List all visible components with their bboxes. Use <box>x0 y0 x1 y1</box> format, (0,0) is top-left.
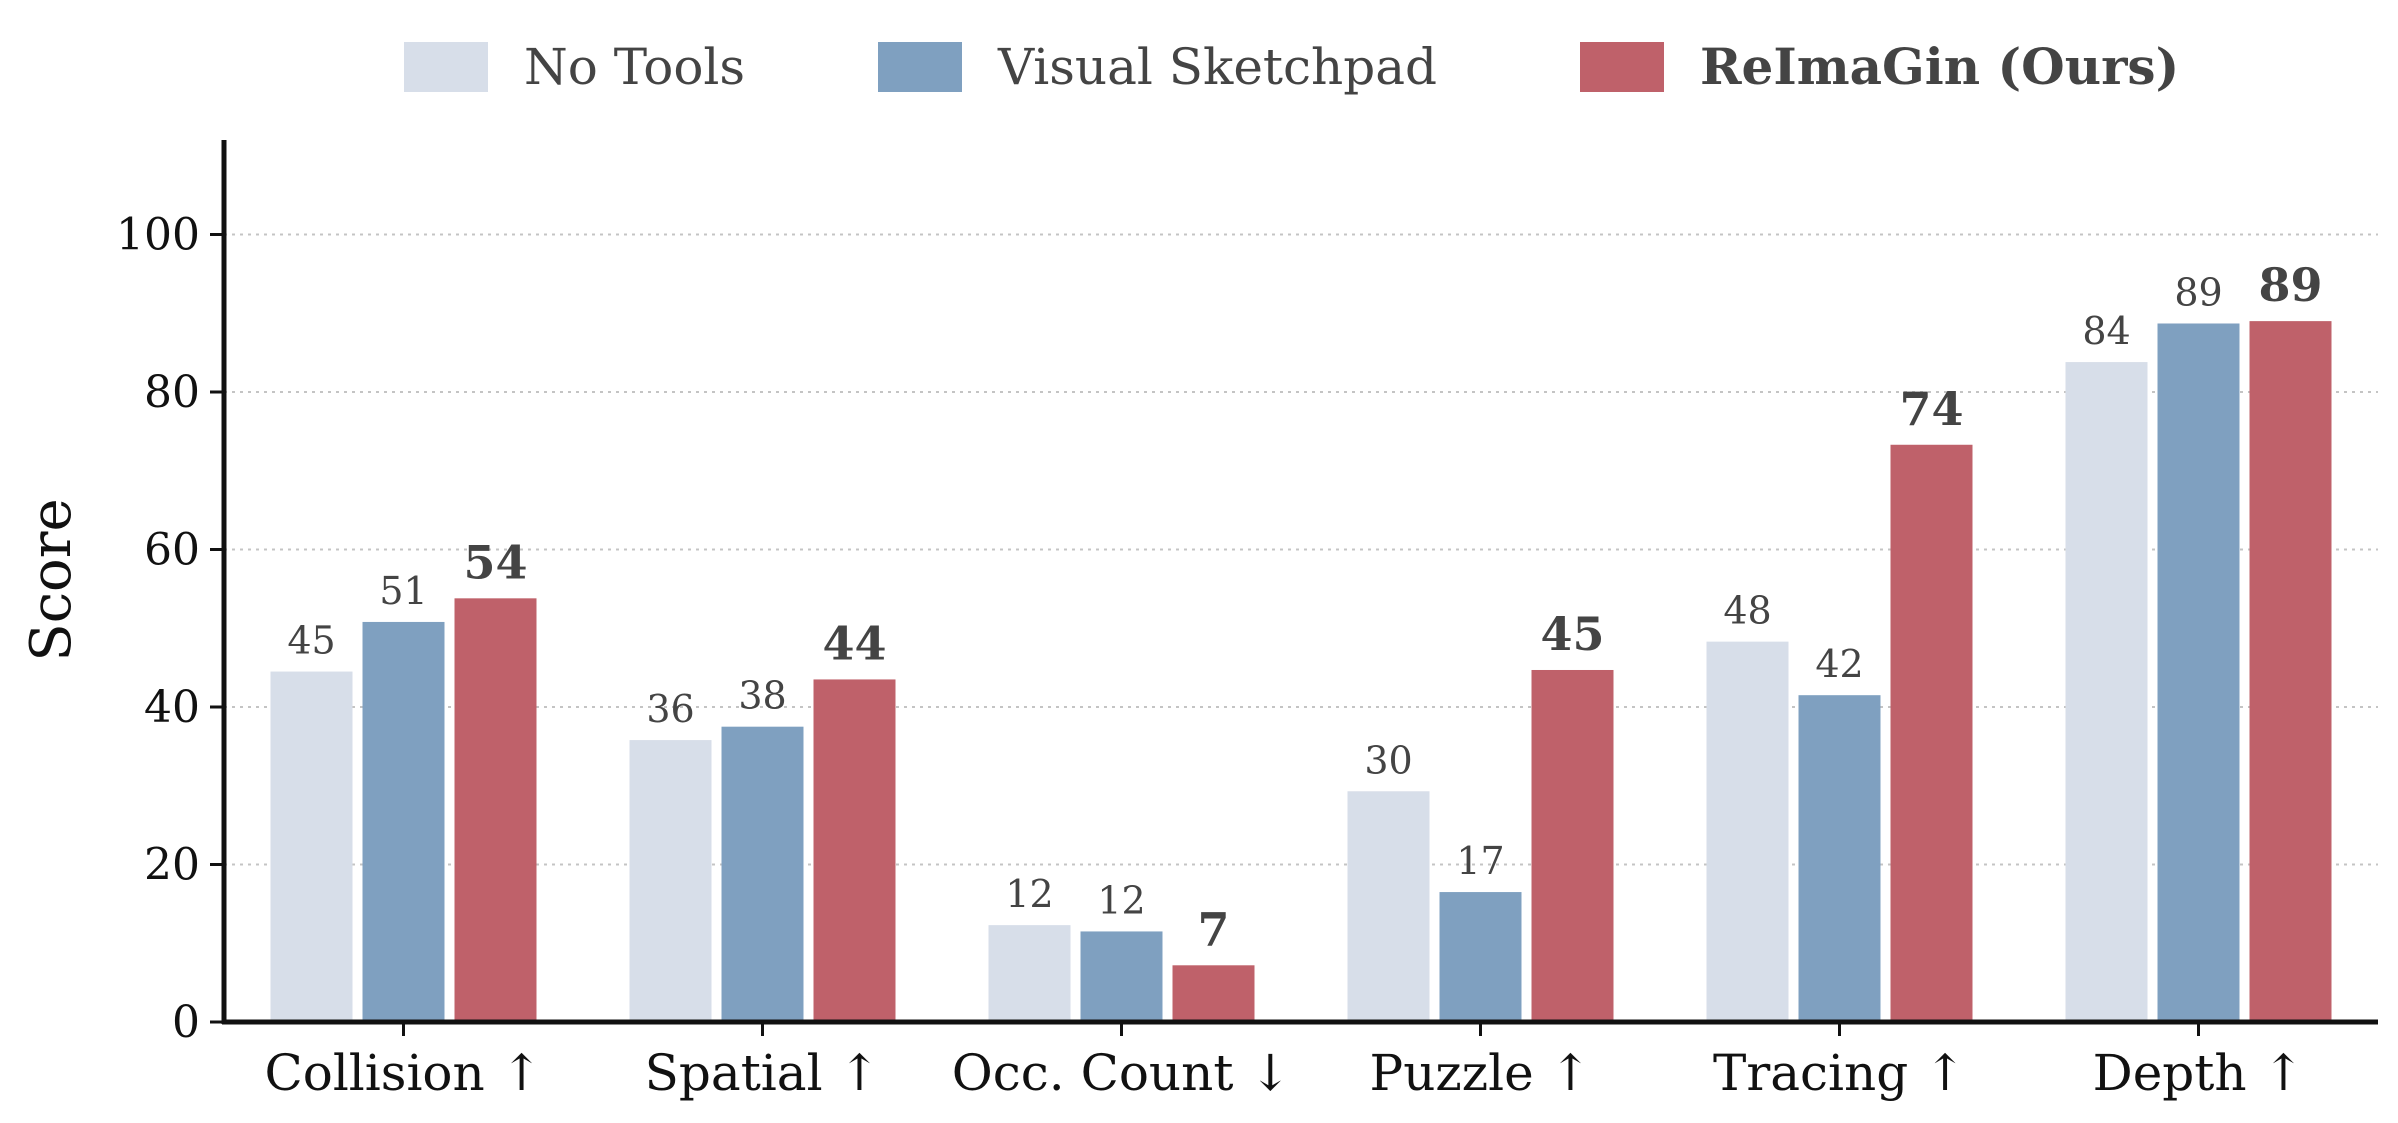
bar <box>2157 323 2240 1022</box>
x-tick-labels: Collision ↑ Spatial ↑ Occ. Count ↓ Puzzle ↑… <box>264 1022 2304 1102</box>
y-tick-label: 40 <box>144 682 200 733</box>
data-labels: 45 51 54 36 38 44 12 12 7 30 17 45 48 42 74 84 89 89 <box>287 258 2322 956</box>
data-label: 45 <box>1540 607 1604 661</box>
bar <box>2249 321 2332 1022</box>
x-tick-label: Depth ↑ <box>2093 1044 2305 1102</box>
data-label: 36 <box>646 687 694 731</box>
bar <box>1706 641 1789 1022</box>
y-axis-title: Score <box>19 498 84 661</box>
y-tick-label: 20 <box>144 840 200 891</box>
bar <box>1531 669 1614 1022</box>
data-label: 12 <box>1005 872 1053 916</box>
grid-lines <box>224 233 2378 866</box>
data-label: 38 <box>738 674 786 718</box>
data-label: 89 <box>2174 270 2222 314</box>
legend-label: No Tools <box>524 38 745 96</box>
y-tick-label: 100 <box>116 210 200 261</box>
bar <box>988 925 1071 1022</box>
x-tick-label: Collision ↑ <box>264 1044 542 1102</box>
data-label: 48 <box>1723 589 1771 633</box>
bar <box>270 671 353 1022</box>
x-tick-label: Tracing ↑ <box>1713 1044 1966 1102</box>
data-label: 7 <box>1197 902 1229 956</box>
y-tick-label: 80 <box>144 367 200 418</box>
x-tick-label: Occ. Count ↓ <box>952 1044 1291 1102</box>
data-label: 51 <box>379 569 427 613</box>
data-label: 54 <box>463 535 527 589</box>
data-label: 44 <box>822 616 886 670</box>
data-label: 89 <box>2258 258 2322 312</box>
y-tick-label: 0 <box>172 997 200 1048</box>
legend-label: ReImaGin (Ours) <box>1700 37 2179 96</box>
bar <box>813 679 896 1022</box>
legend-label: Visual Sketchpad <box>997 38 1437 96</box>
legend-swatch <box>878 42 962 92</box>
bar <box>721 726 804 1022</box>
data-label: 30 <box>1364 738 1412 782</box>
data-label: 12 <box>1097 878 1145 922</box>
bar <box>362 621 445 1022</box>
data-label: 45 <box>287 619 335 663</box>
legend: No Tools Visual Sketchpad ReImaGin (Ours) <box>404 37 2179 96</box>
bar <box>454 598 537 1022</box>
legend-swatch <box>1580 42 1664 92</box>
y-tick-label: 60 <box>144 525 200 576</box>
bar <box>1080 931 1163 1022</box>
y-tick-labels: 0 20 40 60 80 100 <box>116 210 224 1048</box>
data-label: 84 <box>2082 309 2130 353</box>
bar <box>629 740 712 1022</box>
bar <box>2065 362 2148 1022</box>
bars <box>270 321 2332 1022</box>
bar <box>1798 695 1881 1022</box>
data-label: 74 <box>1899 382 1963 436</box>
legend-swatch <box>404 42 488 92</box>
data-label: 17 <box>1456 839 1504 883</box>
x-tick-label: Puzzle ↑ <box>1370 1044 1592 1102</box>
axes <box>221 140 2378 1025</box>
bar <box>1347 791 1430 1022</box>
data-label: 42 <box>1815 642 1863 686</box>
x-tick-label: Spatial ↑ <box>645 1044 881 1102</box>
bar <box>1172 965 1255 1022</box>
bar <box>1890 444 1973 1022</box>
bar <box>1439 892 1522 1022</box>
